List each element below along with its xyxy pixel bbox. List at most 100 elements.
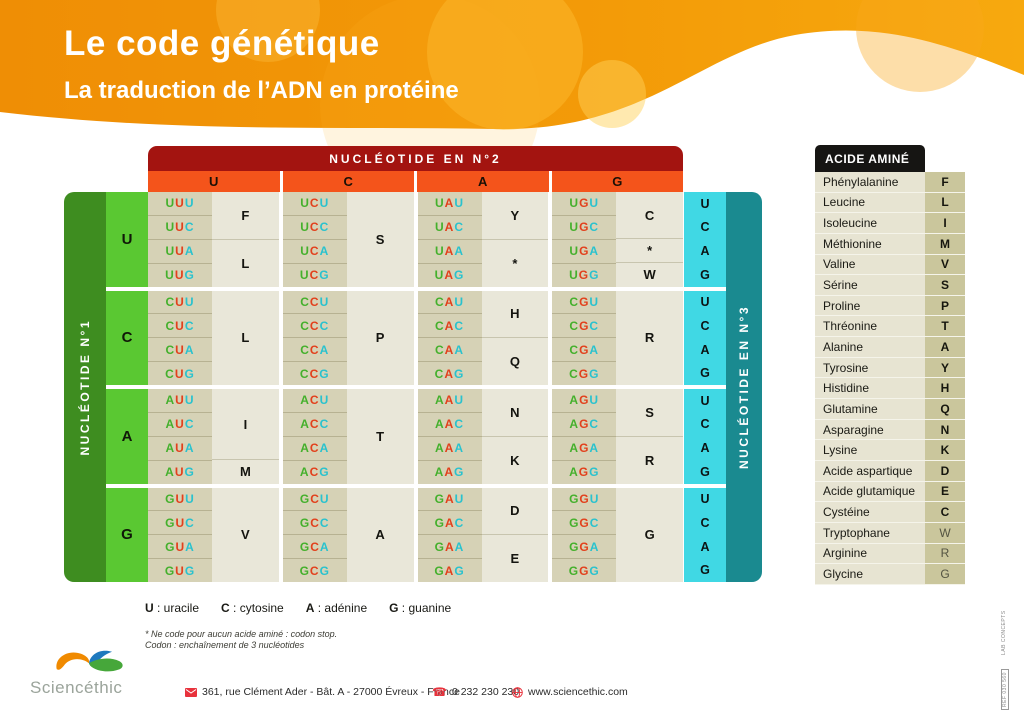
nucleotide-letter: U	[434, 268, 445, 283]
nucleotide-letter: G	[569, 539, 580, 554]
nucleotide-letter: G	[184, 563, 196, 578]
nucleotide-letter: U	[174, 268, 185, 283]
amino-acid-name: Proline	[815, 295, 925, 317]
amino-acid-letter: T	[925, 316, 965, 338]
amino-acid-name: Valine	[815, 254, 925, 276]
nucleotide-letter: A	[434, 393, 445, 408]
amino-acid-name: Glutamine	[815, 399, 925, 420]
nucleotide-letter: A	[589, 342, 600, 357]
nucleotide-letter: A	[454, 441, 464, 456]
phone-text: 0 232 230 230	[451, 686, 520, 698]
nucleotide-letter: A	[300, 441, 310, 456]
amino-acid-row: Isoleucine I	[815, 213, 965, 234]
nucleotide-letter: C	[454, 318, 464, 333]
nucleotide-letter: C	[589, 220, 600, 235]
nucleotide-letter: A	[454, 244, 464, 259]
third-letter-C: C	[700, 318, 710, 333]
nucleotide-letter: G	[454, 366, 465, 381]
nucleotide-letter: U	[300, 220, 310, 235]
amino-stop: *	[481, 238, 549, 287]
nucleotide-letter: U	[175, 196, 185, 211]
globe-icon	[512, 686, 523, 698]
third-letter-U: U	[700, 196, 710, 211]
amino-K: K	[481, 435, 549, 484]
nucleotide-letter: A	[319, 342, 330, 357]
amino-acid-letter: W	[925, 522, 965, 544]
nucleotide-letter: G	[454, 563, 465, 578]
amino-S: S	[645, 404, 654, 420]
amino-acid-letter: V	[925, 254, 965, 276]
amino-acid-name: Tryptophane	[815, 522, 925, 544]
nucleotide-letter: G	[579, 441, 590, 456]
amino-column: S	[346, 192, 414, 287]
nucleotide-letter: G	[319, 465, 330, 480]
third-letter-G: G	[700, 366, 710, 381]
nucleotide-letter: U	[165, 268, 175, 283]
amino-acid-letter: G	[925, 564, 965, 585]
nucleotide-letter: A	[444, 268, 454, 283]
nucleotide-letter: C	[300, 342, 310, 357]
lens-flare-circles	[216, 0, 984, 150]
legend-item-C: C : cytosine	[221, 601, 284, 615]
amino-P: P	[375, 330, 385, 346]
footnotes: * Ne code pour aucun acide aminé : codon…	[145, 629, 337, 651]
amino-acid-name: Leucine	[815, 192, 925, 214]
third-letter-A: A	[700, 539, 710, 554]
amino-acid-row: Sérine S	[815, 275, 965, 296]
nucleotide-letter: A	[165, 441, 176, 456]
nucleotide-letter: C	[309, 465, 320, 480]
amino-acid-letter: S	[925, 275, 965, 296]
nucleotide-letter: U	[184, 196, 195, 211]
amino-acid-row: Phénylalanine F	[815, 172, 965, 193]
nucleotide-letter: G	[434, 539, 445, 554]
amino-acid-name: Acide aspartique	[815, 460, 925, 482]
nucleotide-letter: C	[319, 220, 330, 235]
phone-icon: ☎	[432, 685, 447, 699]
amino-acid-letter: Q	[925, 399, 965, 420]
nucleotide-letter: U	[175, 563, 185, 578]
nucleotide-letter: G	[319, 563, 330, 578]
amino-column: P	[346, 290, 414, 385]
third-letter-C: C	[700, 515, 710, 530]
nucleotide-letter: C	[309, 220, 320, 235]
nucleotide-letter: G	[569, 491, 580, 506]
amino-Q: Q	[481, 337, 549, 385]
nucleotide-letter: A	[165, 393, 176, 408]
amino-column: C * W	[616, 192, 683, 287]
amino-acid-letter: N	[925, 419, 965, 441]
nucleotide-letter: A	[165, 417, 176, 432]
nucleotide-letter: U	[165, 244, 176, 259]
nucleotide-letter: C	[309, 342, 320, 357]
nucleotide-letter: G	[579, 515, 590, 530]
codon-group-UA: U A U U A C U A A U A G Y *	[417, 192, 549, 287]
amino-acid-letter: I	[925, 213, 965, 234]
amino-table: Phénylalanine F Leucine L Isoleucine I Méthion…	[815, 172, 965, 585]
nucleotide-letter: G	[184, 465, 195, 480]
amino-acid-name: Phénylalanine	[815, 172, 925, 193]
